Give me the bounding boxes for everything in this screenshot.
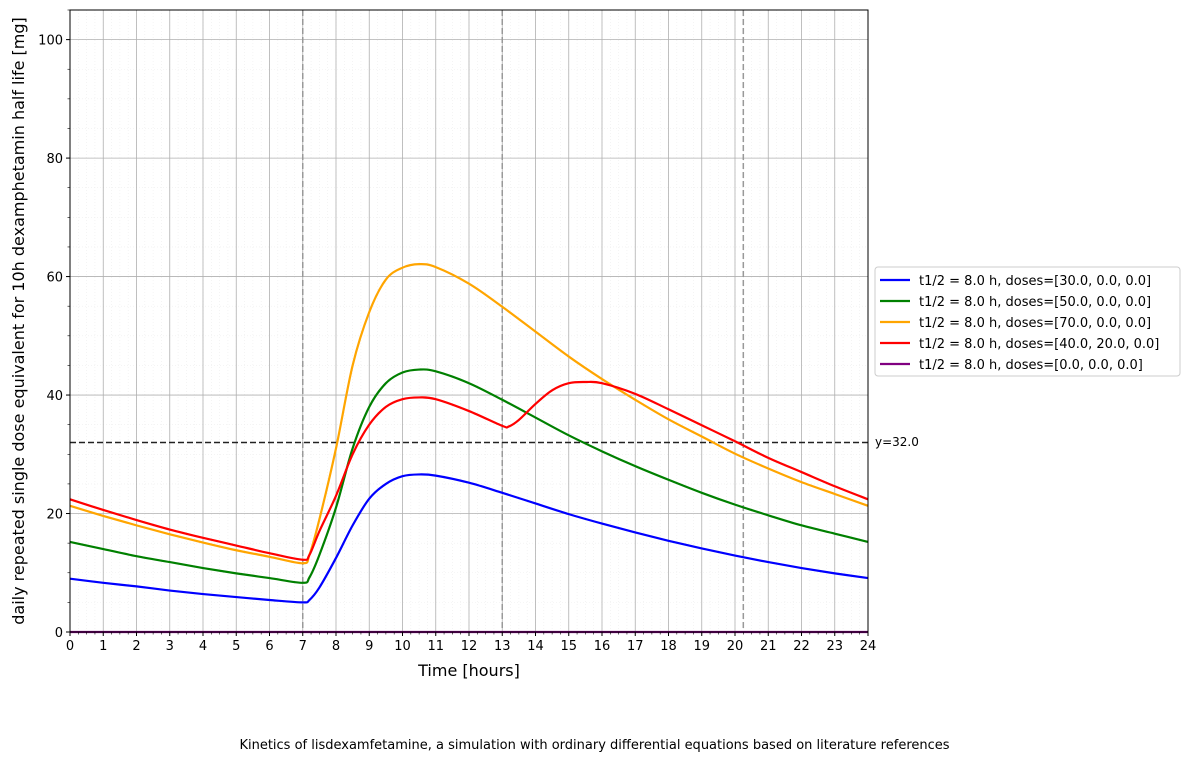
reference-lines xyxy=(70,10,868,632)
x-tick-label: 10 xyxy=(394,639,411,654)
x-tick-label: 5 xyxy=(232,639,240,654)
x-tick-label: 12 xyxy=(461,639,478,654)
x-tick-label: 18 xyxy=(660,639,677,654)
x-tick-label: 9 xyxy=(365,639,373,654)
legend-label: t1/2 = 8.0 h, doses=[30.0, 0.0, 0.0] xyxy=(919,274,1151,289)
x-tick-label: 23 xyxy=(826,639,843,654)
legend-label: t1/2 = 8.0 h, doses=[70.0, 0.0, 0.0] xyxy=(919,316,1151,331)
hline-label: y=32.0 xyxy=(875,435,919,449)
x-tick-label: 20 xyxy=(727,639,744,654)
series-line xyxy=(69,380,869,561)
y-tick-label: 0 xyxy=(55,626,63,641)
legend-label: t1/2 = 8.0 h, doses=[50.0, 0.0, 0.0] xyxy=(919,295,1151,310)
x-tick-label: 2 xyxy=(132,639,140,654)
y-tick-label: 100 xyxy=(38,34,63,49)
x-tick-label: 15 xyxy=(560,639,577,654)
x-tick-label: 17 xyxy=(627,639,644,654)
x-tick-label: 19 xyxy=(693,639,710,654)
x-tick-label: 22 xyxy=(793,639,810,654)
y-tick-label: 80 xyxy=(46,152,63,167)
x-tick-label: 11 xyxy=(427,639,444,654)
legend-label: t1/2 = 8.0 h, doses=[0.0, 0.0, 0.0] xyxy=(919,358,1143,373)
x-tick-label: 3 xyxy=(166,639,174,654)
axis-ticks: 0 1 2 3 4 5 6 7 8 9 10 11 12 13 14 15 16 17 18 19 20 21 22 23 24… xyxy=(38,9,877,654)
x-tick-label: 24 xyxy=(860,639,877,654)
x-tick-label: 21 xyxy=(760,639,777,654)
y-tick-label: 20 xyxy=(46,508,63,523)
figure-caption: Kinetics of lisdexamfetamine, a simulati… xyxy=(239,738,950,753)
series-line xyxy=(69,368,869,584)
series-line xyxy=(69,262,869,565)
x-tick-label: 13 xyxy=(494,639,511,654)
x-tick-label: 0 xyxy=(66,639,74,654)
legend: t1/2 = 8.0 h, doses=[30.0, 0.0, 0.0] t1/2… xyxy=(874,266,1181,377)
legend-box xyxy=(874,266,1181,377)
x-tick-label: 6 xyxy=(265,639,273,654)
x-tick-label: 8 xyxy=(332,639,340,654)
x-tick-label: 16 xyxy=(594,639,611,654)
legend-label: t1/2 = 8.0 h, doses=[40.0, 20.0, 0.0] xyxy=(919,337,1159,352)
x-tick-label: 14 xyxy=(527,639,544,654)
x-tick-label: 1 xyxy=(99,639,107,654)
x-tick-label: 7 xyxy=(299,639,307,654)
x-tick-label: 4 xyxy=(199,639,207,654)
series-line xyxy=(69,473,869,604)
y-axis-label: daily repeated single dose equivalent fo… xyxy=(9,17,28,624)
y-tick-label: 40 xyxy=(46,389,63,404)
y-tick-label: 60 xyxy=(46,271,63,286)
x-axis-label: Time [hours] xyxy=(417,661,520,680)
